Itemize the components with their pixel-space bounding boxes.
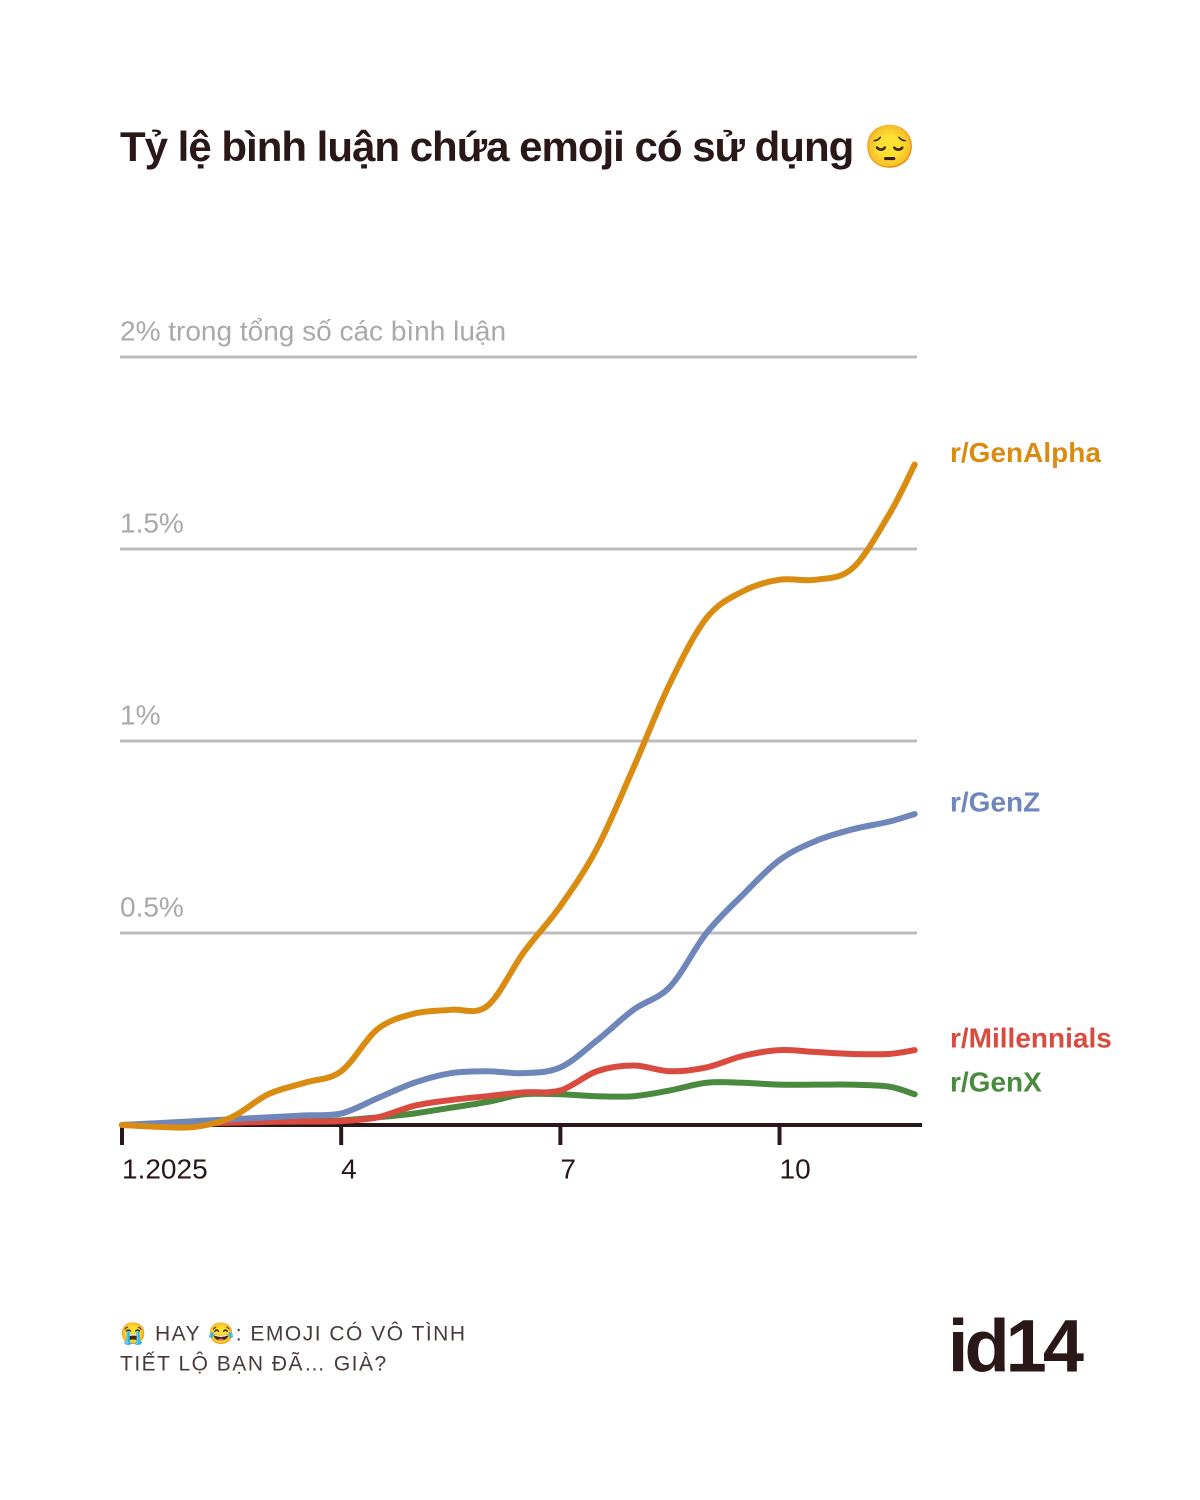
logo: id14	[948, 1305, 1084, 1388]
series-line	[119, 810, 918, 1128]
series-label: r/GenAlpha	[950, 437, 1101, 468]
chart-title: Tỷ lệ bình luận chứa emoji có sử dụng 😔	[120, 123, 915, 170]
x-tick-label: 1.2025	[122, 1153, 208, 1184]
footer-line: 😭 HAY 😂: EMOJI CÓ VÔ TÌNH	[120, 1322, 467, 1346]
y-tick-label: 1.5%	[120, 507, 184, 538]
x-tick-label: 10	[780, 1153, 811, 1184]
y-tick-label: 0.5%	[120, 891, 184, 922]
series-label: r/GenZ	[950, 786, 1040, 817]
footer-line: TIẾT LỘ BẠN ĐÃ… GIÀ?	[120, 1352, 388, 1376]
series-label: r/Millennials	[950, 1023, 1112, 1054]
series-line	[119, 461, 918, 1131]
series-line	[119, 1046, 918, 1128]
series-label: r/GenX	[950, 1067, 1042, 1098]
y-tick-label: 2% trong tổng số các bình luận	[120, 315, 506, 346]
x-tick-label: 4	[341, 1153, 357, 1184]
y-tick-label: 1%	[120, 699, 160, 730]
x-tick-label: 7	[560, 1153, 576, 1184]
